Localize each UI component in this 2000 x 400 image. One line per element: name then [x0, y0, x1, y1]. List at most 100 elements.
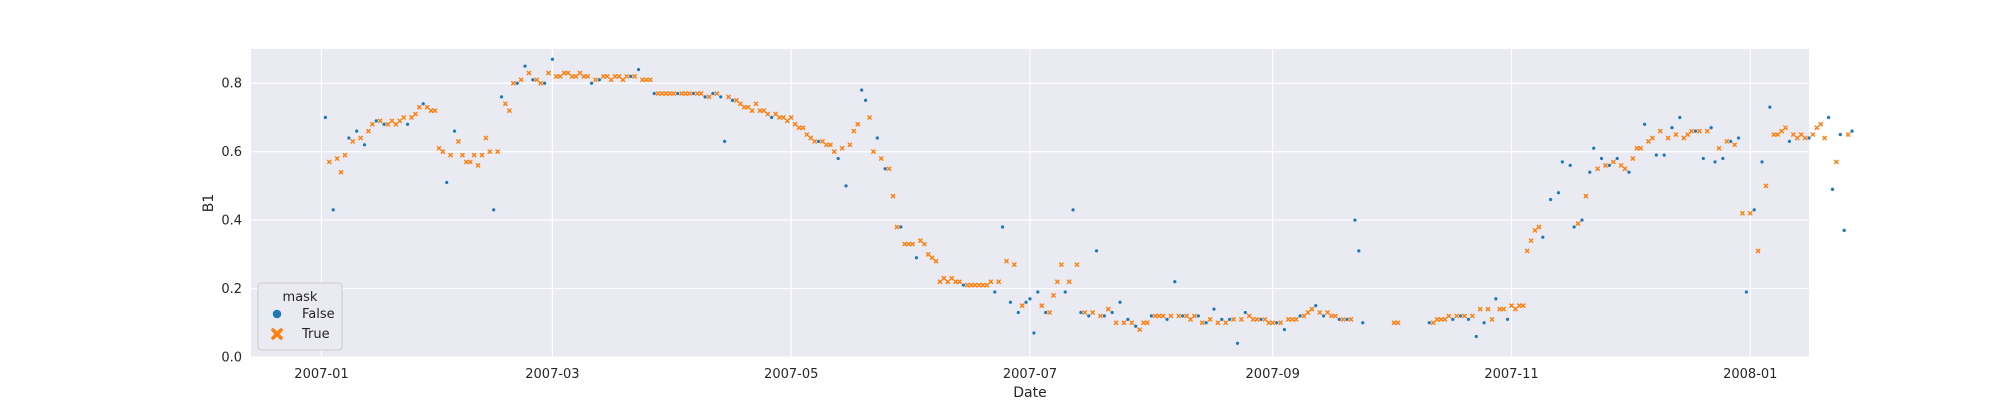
data-point-true: [671, 91, 677, 96]
data-point-true: [377, 118, 383, 124]
data-point-true: [370, 121, 375, 127]
data-point-false: [1669, 125, 1675, 130]
data-point-false: [1787, 139, 1792, 144]
data-point-true: [1536, 224, 1542, 230]
data-point-true: [1438, 317, 1444, 322]
data-point-true: [929, 255, 935, 261]
data-point-true: [1329, 313, 1334, 319]
data-point-true: [921, 241, 927, 247]
data-point-true: [475, 163, 481, 168]
data-point-true: [1650, 135, 1655, 141]
data-point-true: [988, 279, 994, 285]
data-point-true: [1192, 313, 1197, 319]
data-point-false: [1626, 170, 1632, 175]
data-point-false: [1172, 279, 1177, 284]
data-point-false: [1298, 313, 1303, 319]
data-point-true: [749, 108, 755, 113]
data-point-true: [507, 108, 512, 113]
data-point-true: [1055, 279, 1060, 285]
data-point-true: [972, 282, 978, 288]
data-point-false: [589, 81, 594, 86]
data-point-true: [620, 77, 626, 83]
data-point-false: [1344, 317, 1350, 322]
data-point-false: [1736, 135, 1741, 141]
data-point-true: [910, 241, 915, 247]
data-point-true: [738, 101, 743, 107]
data-point-true: [1059, 262, 1064, 267]
data-point-false: [444, 180, 449, 185]
data-point-true: [933, 258, 939, 264]
y-tick-label: 0.0: [221, 351, 242, 366]
data-point-false: [636, 67, 641, 72]
data-point-true: [1156, 313, 1162, 319]
data-point-true: [1074, 262, 1080, 267]
data-point-true: [847, 142, 853, 148]
data-point-true: [463, 159, 469, 165]
data-point-true: [683, 91, 688, 96]
x-tick-label: 2007-11: [1484, 367, 1538, 382]
data-point-true: [1528, 238, 1534, 243]
data-point-true: [808, 135, 814, 141]
data-point-true: [1689, 128, 1694, 134]
data-point-false: [1615, 156, 1620, 161]
data-point-true: [1783, 125, 1788, 131]
data-point-true: [996, 279, 1001, 285]
data-point-true: [734, 98, 739, 103]
data-point-true: [409, 115, 414, 120]
data-point-true: [1262, 317, 1268, 322]
data-point-true: [1098, 313, 1103, 319]
data-point-true: [1489, 317, 1495, 322]
data-point-true: [647, 77, 653, 83]
data-point-false: [421, 101, 426, 106]
data-point-false: [1078, 310, 1083, 315]
data-point-true: [902, 241, 908, 247]
data-point-true: [757, 108, 763, 113]
data-point-true: [1575, 221, 1581, 226]
data-point-false: [1164, 317, 1170, 322]
data-point-false: [1830, 187, 1835, 192]
data-point-true: [577, 70, 583, 76]
data-point-false: [1560, 159, 1565, 165]
data-point-false: [1579, 218, 1585, 223]
data-point-true: [448, 152, 453, 158]
data-point-true: [871, 149, 876, 154]
legend-label: False: [302, 307, 335, 322]
data-point-true: [393, 121, 399, 127]
x-tick-label: 2007-07: [1003, 367, 1057, 382]
data-point-false: [354, 129, 359, 134]
data-point-true: [831, 149, 837, 154]
data-point-true: [945, 279, 951, 285]
data-point-true: [1794, 135, 1800, 141]
data-point-false: [323, 115, 328, 120]
data-point-false: [1568, 163, 1573, 168]
data-point-false: [1027, 296, 1033, 301]
data-point-true: [1039, 303, 1045, 308]
data-point-false: [1086, 313, 1091, 319]
data-point-true: [839, 145, 845, 151]
data-point-true: [1779, 128, 1784, 134]
data-point-false: [961, 283, 966, 288]
data-point-true: [937, 279, 943, 285]
data-point-false: [1133, 324, 1138, 329]
data-point-true: [1105, 306, 1111, 312]
data-point-true: [424, 104, 430, 110]
data-point-true: [698, 91, 704, 96]
data-point-true: [326, 159, 332, 165]
data-point-true: [867, 115, 872, 120]
data-point-false: [1149, 313, 1154, 319]
data-point-true: [1301, 313, 1307, 319]
data-point-true: [706, 94, 712, 100]
data-point-false: [1591, 146, 1596, 151]
data-point-false: [883, 166, 888, 171]
data-point-true: [1583, 193, 1589, 199]
data-point-true: [467, 159, 473, 165]
legend-marker-false: [272, 309, 282, 319]
data-point-false: [1450, 317, 1455, 322]
data-point-true: [534, 77, 540, 83]
data-point-true: [413, 111, 418, 117]
data-point-false: [542, 81, 547, 86]
data-point-true: [503, 101, 508, 107]
data-point-true: [456, 139, 461, 144]
data-point-false: [1063, 289, 1068, 295]
